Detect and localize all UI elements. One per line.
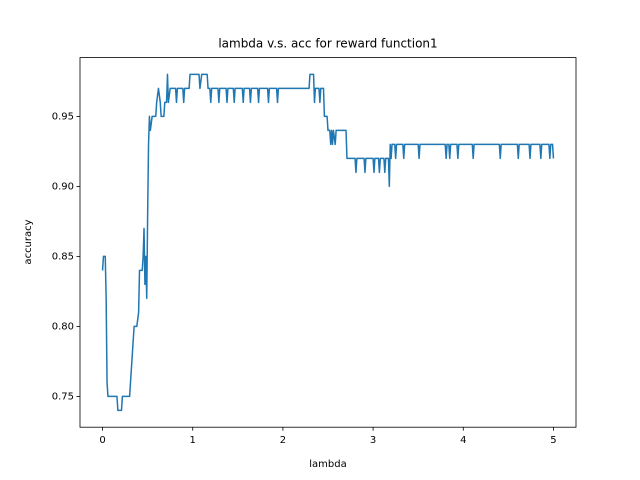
x-tick-label: 1 xyxy=(190,435,196,446)
y-tick-label: 0.75 xyxy=(52,391,74,402)
x-tick-label: 2 xyxy=(280,435,286,446)
plot-frame xyxy=(79,57,577,428)
data-line xyxy=(101,73,555,412)
x-tick-label: 5 xyxy=(550,435,556,446)
x-tick-label: 4 xyxy=(460,435,466,446)
y-tick-label: 0.80 xyxy=(52,321,74,332)
y-axis-label: accuracy xyxy=(23,219,34,264)
y-tick-label: 0.95 xyxy=(52,111,74,122)
x-tick-label: 0 xyxy=(99,435,105,446)
chart-title: lambda v.s. acc for reward function1 xyxy=(218,37,437,51)
x-axis-label: lambda xyxy=(309,459,346,470)
y-tick-label: 0.85 xyxy=(52,251,74,262)
x-tick-label: 3 xyxy=(370,435,376,446)
y-tick-label: 0.90 xyxy=(52,181,74,192)
